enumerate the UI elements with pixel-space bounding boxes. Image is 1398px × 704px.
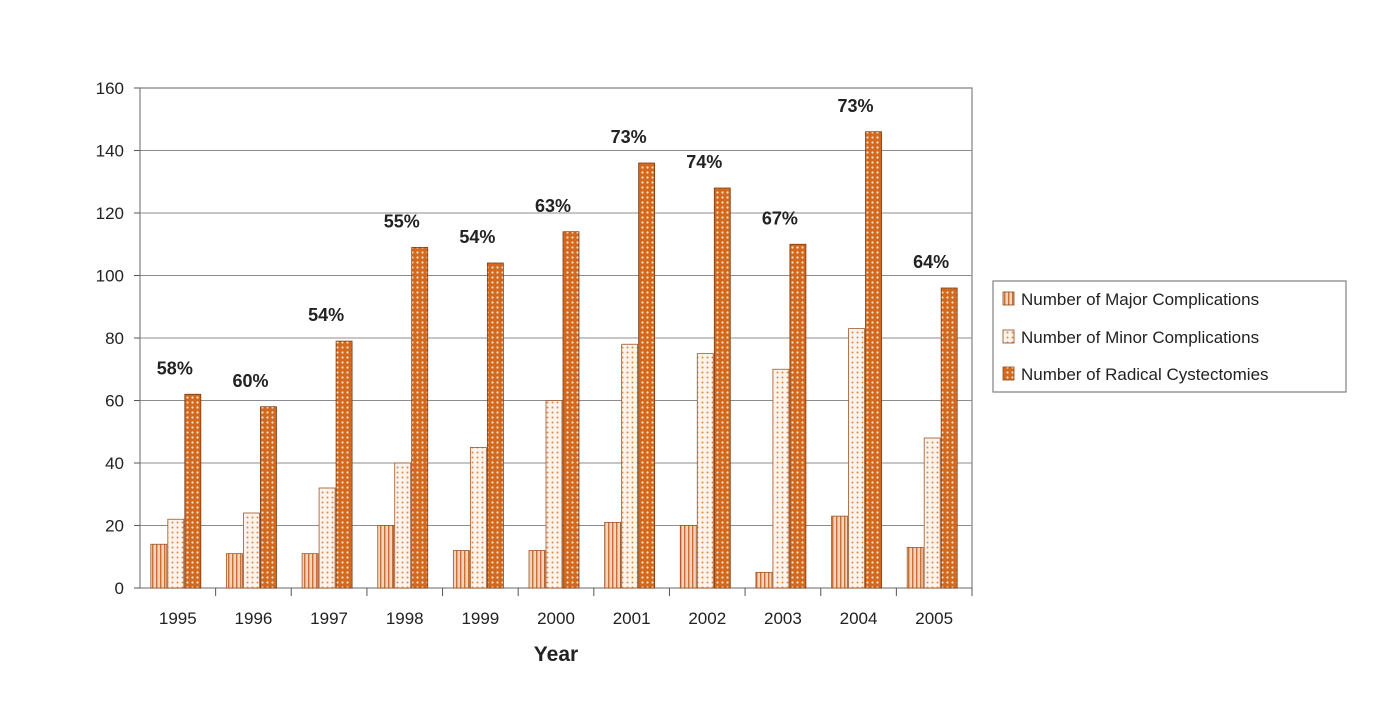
bar-major-2003 (755, 571, 773, 589)
bar-radical-1995 (184, 393, 202, 589)
bar-radical-2000 (562, 231, 580, 589)
bar-minor-1998 (394, 462, 412, 589)
bar-minor-1995 (167, 518, 185, 589)
legend-label-major: Number of Major Complications (1021, 290, 1259, 309)
bar-major-1996 (226, 553, 243, 589)
bar-percentage-label: 74% (686, 152, 722, 172)
x-axis-title: Year (534, 643, 578, 666)
bar-major-2005 (906, 546, 924, 589)
bar-percentage-label: 55% (384, 211, 420, 231)
x-tick-label: 2005 (915, 609, 953, 628)
bar-radical-2001 (638, 162, 656, 589)
x-tick-label: 2004 (840, 609, 878, 628)
bar-major-2000 (528, 550, 546, 589)
bar-percentage-label: 67% (762, 208, 798, 228)
bar-minor-2005 (923, 437, 941, 589)
bar-minor-2003 (772, 368, 790, 589)
bar-radical-1997 (335, 340, 353, 589)
y-tick-label: 120 (96, 204, 124, 223)
y-tick-label: 160 (96, 79, 124, 98)
bar-radical-2002 (713, 187, 731, 589)
legend-label-minor: Number of Minor Complications (1021, 328, 1259, 347)
x-tick-label: 1999 (461, 609, 499, 628)
bar-minor-1999 (469, 446, 487, 589)
x-tick-label: 1996 (235, 609, 273, 628)
y-tick-label: 140 (96, 142, 124, 161)
y-tick-label: 80 (105, 329, 124, 348)
bar-percentage-labels: 58% 60% 54% 55% 54% 63% 73% 74% 67% 73% 64% (157, 96, 949, 391)
bar-percentage-label: 54% (308, 305, 344, 325)
legend-box (992, 280, 1347, 393)
bar-major-1997 (301, 553, 319, 589)
bar-major-2004 (831, 515, 848, 589)
bar-major-2001 (604, 521, 622, 589)
y-axis-ticks: 0 20 40 60 80 100 120 140 160 (96, 79, 140, 598)
bar-minor-2002 (696, 353, 714, 589)
bar-minor-2001 (621, 343, 639, 589)
bar-minor-2004 (848, 328, 865, 589)
legend-label-radical: Number of Radical Cystectomies (1021, 365, 1269, 384)
bar-major-1999 (452, 550, 470, 589)
legend-swatch-minor (1002, 329, 1015, 344)
legend-swatch-radical (1002, 366, 1015, 381)
bar-percentage-label: 64% (913, 252, 949, 272)
x-tick-label: 2003 (764, 609, 802, 628)
y-tick-label: 0 (115, 579, 124, 598)
bar-percentage-label: 73% (838, 96, 874, 116)
bar-percentage-label: 54% (459, 227, 495, 247)
bar-radical-2005 (940, 287, 958, 589)
bar-major-1998 (377, 525, 395, 589)
bar-radical-2003 (789, 243, 807, 589)
y-tick-label: 60 (105, 392, 124, 411)
x-tick-label: 2002 (688, 609, 726, 628)
x-tick-label: 2001 (613, 609, 651, 628)
bar-radical-1996 (260, 406, 277, 589)
x-axis-ticks: 1995 1996 1997 1998 1999 2000 2001 2002 2003 2004… (159, 588, 973, 628)
bar-major-1995 (150, 543, 168, 589)
bar-radical-1998 (411, 246, 429, 589)
bar-percentage-label: 73% (611, 127, 647, 147)
legend: Number of Major Complications Number of … (992, 280, 1347, 393)
y-tick-label: 20 (105, 517, 124, 536)
bars (150, 131, 958, 589)
y-tick-label: 100 (96, 267, 124, 286)
bar-minor-2000 (545, 400, 563, 589)
bar-major-2002 (679, 525, 697, 589)
x-tick-label: 1995 (159, 609, 197, 628)
x-tick-label: 1998 (386, 609, 424, 628)
bar-radical-1999 (486, 262, 504, 589)
y-tick-label: 40 (105, 454, 124, 473)
bar-percentage-label: 58% (157, 358, 193, 378)
bar-minor-1997 (318, 487, 336, 589)
bar-percentage-label: 60% (232, 371, 268, 391)
bar-percentage-label: 63% (535, 196, 571, 216)
legend-swatch-major (1002, 291, 1015, 306)
x-tick-label: 2000 (537, 609, 575, 628)
bar-minor-1996 (243, 512, 260, 589)
bar-radical-2004 (865, 131, 882, 589)
x-tick-label: 1997 (310, 609, 348, 628)
